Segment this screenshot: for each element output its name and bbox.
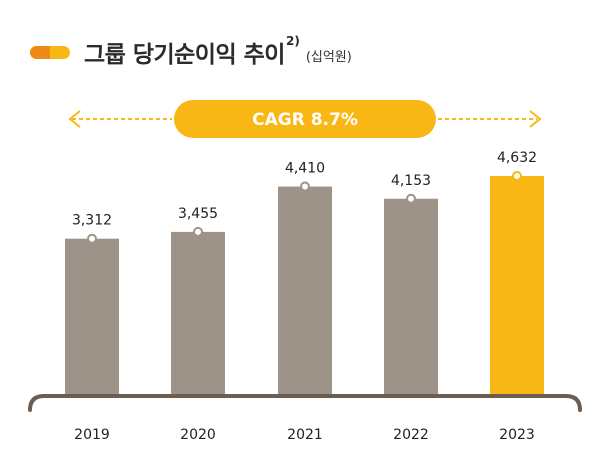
title-footnote-marker: 2) — [285, 34, 300, 48]
x-axis-baseline — [28, 394, 582, 412]
pill-bullet-icon — [30, 45, 70, 59]
cagr-banner: CAGR 8.7% — [68, 100, 542, 138]
cagr-pill — [174, 100, 436, 138]
value-label-2023: 4,632 — [497, 150, 537, 166]
unit-label: (십억원) — [305, 49, 352, 65]
bar-2019 — [65, 238, 119, 396]
bar-top-marker — [87, 233, 97, 244]
x-tick-label-2020: 2020 — [180, 427, 216, 443]
x-tick-label-2023: 2023 — [499, 427, 535, 443]
bar-2020 — [171, 231, 225, 396]
bar-top-marker — [300, 181, 310, 192]
cagr-arrow-left-icon — [68, 110, 81, 128]
value-label-2019: 3,312 — [72, 213, 112, 229]
value-label-2022: 4,153 — [391, 173, 431, 189]
bars-group: 3,312 2019 3,455 2020 4,410 2021 4,153 2022 4,63… — [65, 150, 544, 443]
bar-2023 — [490, 176, 544, 396]
x-tick-label-2021: 2021 — [287, 427, 323, 443]
bar-top-marker — [406, 193, 416, 204]
bar-top-marker — [512, 171, 522, 181]
bar-top-marker — [193, 226, 203, 237]
bar-2022 — [384, 198, 438, 396]
bar-2021 — [278, 186, 332, 396]
value-label-2021: 4,410 — [285, 161, 325, 177]
chart-title: 그룹 당기순이익 추이 — [84, 42, 285, 68]
x-tick-label-2019: 2019 — [74, 427, 110, 443]
cagr-arrow-right-icon — [529, 110, 542, 128]
x-tick-label-2022: 2022 — [393, 427, 429, 443]
cagr-label: CAGR 8.7% — [252, 110, 358, 130]
value-label-2020: 3,455 — [178, 206, 218, 222]
chart-title-row: 그룹 당기순이익 추이 2) (십억원) — [30, 34, 352, 70]
